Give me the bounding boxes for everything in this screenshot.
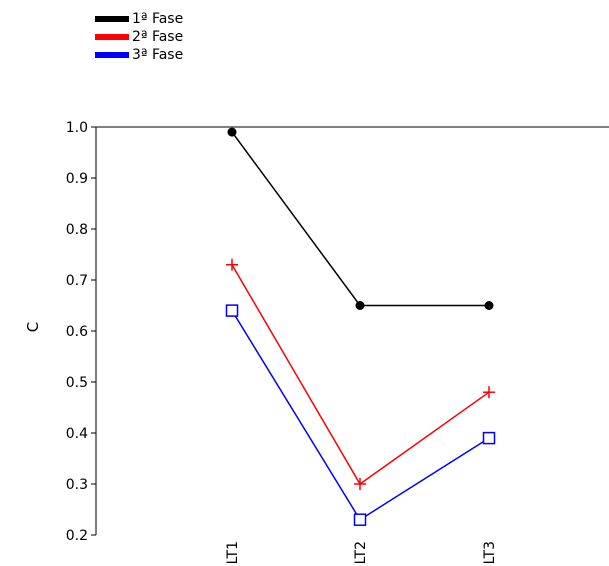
data-point [225,304,239,317]
data-point [227,127,237,137]
legend-item-series-3: 3ª Fase [95,46,183,64]
y-tick-label: 0.3 [66,477,88,493]
x-tick-label: LT1 [225,541,241,564]
data-point [355,301,365,310]
legend-item-series-1: 1ª Fase [95,10,183,28]
y-tick-label: 0.2 [66,528,88,544]
legend-swatch-series-3 [95,52,129,58]
series-3 [225,304,496,526]
legend-swatch-series-1 [95,16,129,22]
chart-legend: 1ª Fase 2ª Fase 3ª Fase [95,10,183,64]
legend-item-series-2: 2ª Fase [95,28,183,46]
data-point [354,478,366,490]
series-line [231,131,489,307]
y-tick-label: 0.8 [66,222,88,238]
x-tick-label: LT2 [353,541,369,564]
y-tick-label: 0.9 [66,171,88,187]
x-tick-label: LT3 [482,541,498,564]
y-axis-title: C [24,322,42,332]
y-tick-label: 0.6 [66,324,88,340]
chart-axes: 0.2 0.3 0.4 0.5 0.6 0.7 0.8 0.9 1.0 LT1 LT2 LT3 [66,120,609,564]
legend-label-series-1: 1ª Fase [132,11,184,27]
legend-swatch-series-2 [95,34,129,40]
data-point [353,513,367,526]
legend-label-series-2: 2ª Fase [132,29,184,45]
legend-label-series-3: 3ª Fase [132,47,184,63]
series-1 [227,127,494,310]
series-layer [225,127,496,526]
data-point [482,431,496,445]
data-point [226,258,238,271]
y-tick-label: 0.4 [66,426,88,442]
y-tick-label: 0.7 [66,273,88,289]
data-point [484,301,494,310]
data-point [483,386,495,399]
series-2 [226,258,495,490]
y-tick-label: 0.5 [66,375,88,391]
y-tick-label: 1.0 [66,120,88,136]
